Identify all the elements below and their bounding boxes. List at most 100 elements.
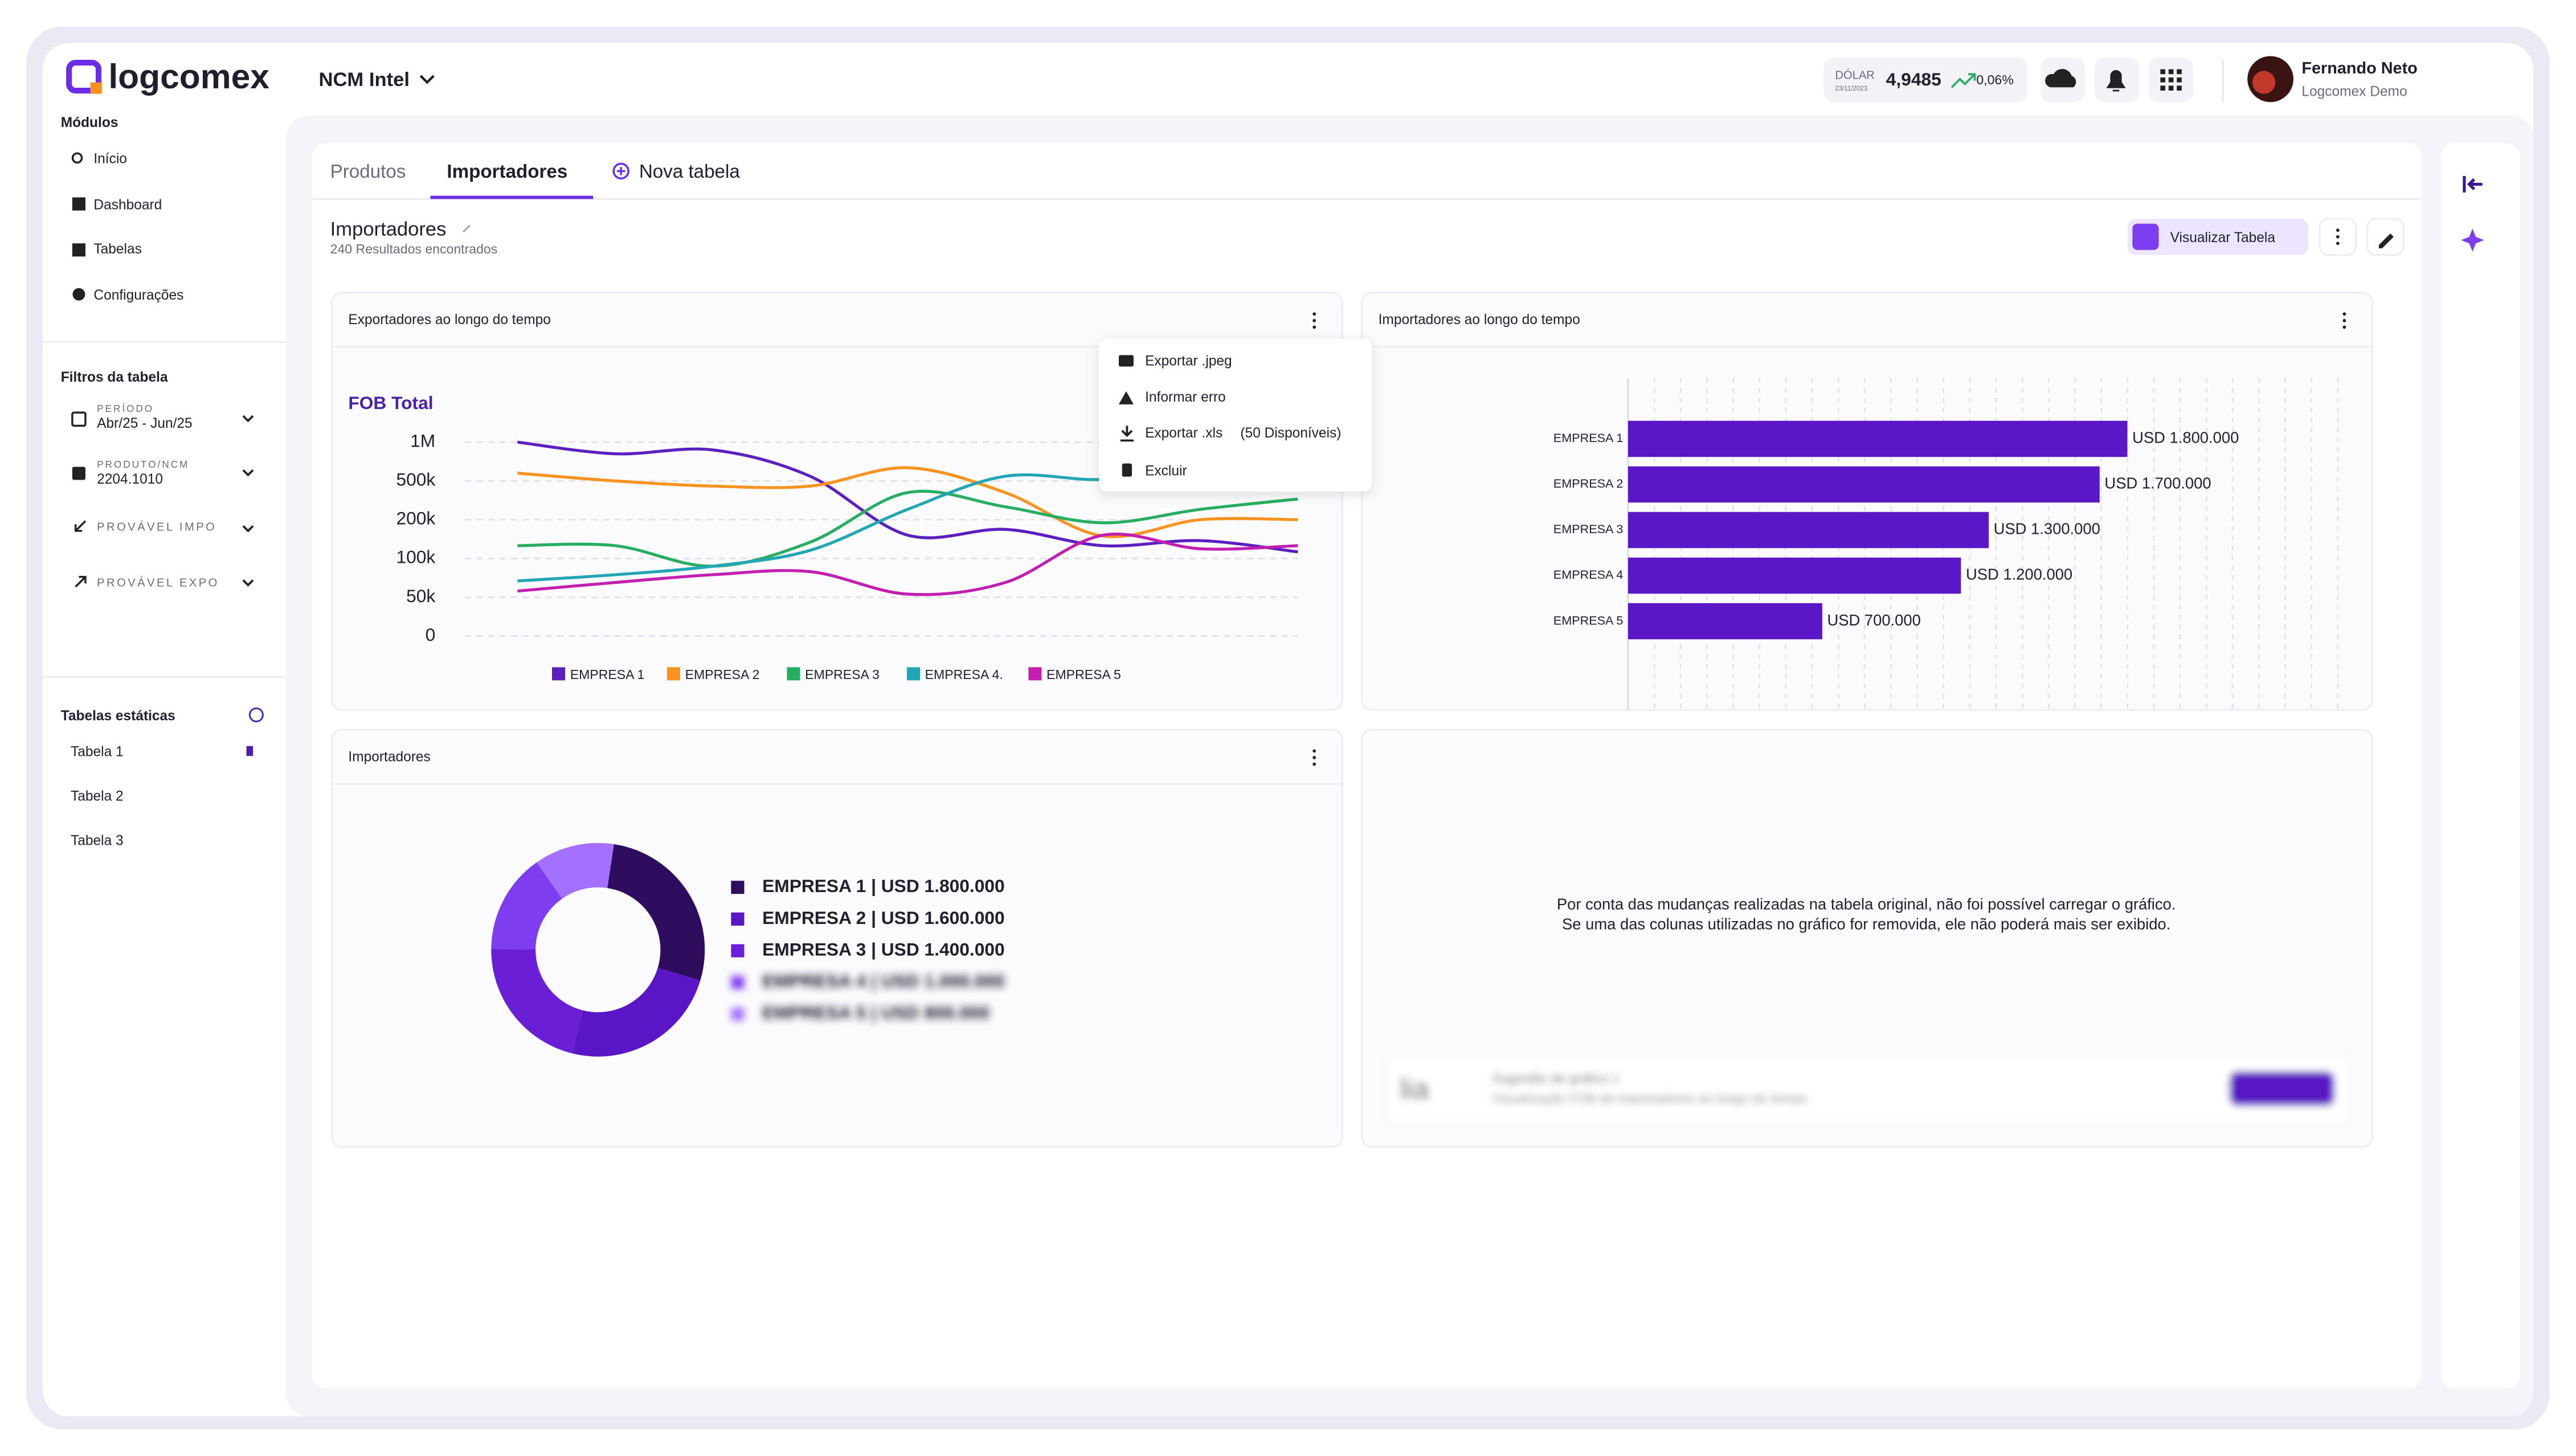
bar — [1628, 420, 2128, 457]
error-message: Por conta das mudanças realizadas na tab… — [1557, 895, 2176, 913]
page-subtitle: 240 Resultados encontrados — [330, 242, 498, 256]
category-label: EMPRESA 4 — [1553, 567, 1624, 582]
suggestion-button[interactable] — [2229, 1071, 2335, 1106]
dollar-date: 23/11/2023 — [1835, 85, 1867, 92]
menu-item[interactable]: Informar erro — [1145, 390, 1226, 405]
static-table[interactable]: Tabela 3 — [71, 833, 124, 848]
bar — [1628, 557, 1961, 594]
suggestion-title: Sugestão de gráfico 1 — [1492, 1071, 1620, 1086]
table-icon — [2132, 223, 2159, 250]
legend-swatch — [731, 976, 745, 989]
search-icon — [71, 152, 83, 164]
legend-label: EMPRESA 3 | USD 1.400.000 — [762, 939, 1005, 959]
value-label: USD 1.200.000 — [1966, 566, 2072, 583]
trend-icon — [1951, 73, 1976, 88]
static-table[interactable]: Tabela 2 — [71, 789, 124, 804]
menu-item[interactable]: Início — [93, 152, 127, 167]
card-menu[interactable] — [2342, 312, 2346, 329]
filter-label[interactable]: PROVÁVEL EXPO — [97, 576, 219, 590]
y-tick-label: 50k — [406, 586, 435, 606]
menu-item[interactable]: Excluir — [1145, 464, 1187, 479]
user-name: Fernando Neto — [2301, 59, 2417, 77]
suggestion-text: Visualização FOB de importadores ao long… — [1492, 1091, 1807, 1106]
collapse-icon[interactable] — [2463, 175, 2483, 193]
filter-label[interactable]: PROVÁVEL IMPO — [97, 520, 216, 533]
sidebar: Módulos Início Dashboard Tabelas Configu… — [42, 115, 286, 848]
context-menu: Exportar .jpeg Informar erro Exportar .x… — [1099, 338, 1372, 492]
y-tick-label: 500k — [396, 469, 435, 490]
trash-icon — [1122, 463, 1132, 477]
user-company: Logcomex Demo — [2301, 84, 2407, 99]
legend-label: EMPRESA 2 — [685, 667, 760, 682]
cloud-icon — [2045, 69, 2076, 88]
static-table[interactable]: Tabela 1 — [71, 745, 124, 760]
chevron[interactable] — [242, 415, 254, 587]
legend-label: EMPRESA 1 — [570, 667, 645, 682]
y-tick-label: 1M — [410, 431, 435, 451]
pen-icon — [2378, 233, 2394, 248]
ai-icon[interactable] — [2461, 228, 2484, 252]
y-tick-label: 200k — [396, 508, 435, 529]
import-icon — [74, 520, 87, 532]
tab-active[interactable]: Importadores — [447, 161, 567, 182]
suggestion-box — [1384, 1052, 2350, 1127]
category-label: EMPRESA 3 — [1553, 522, 1624, 536]
product-selector[interactable]: NCM Intel — [318, 69, 410, 91]
legend-label: EMPRESA 3 — [805, 667, 880, 682]
value-label: USD 700.000 — [1827, 611, 1920, 629]
legend-item: EMPRESA 1 | USD 1.800.000 — [731, 876, 1005, 896]
category-label: EMPRESA 5 — [1553, 613, 1624, 627]
menu-item[interactable]: Tabelas — [93, 242, 141, 257]
card — [1361, 729, 2373, 1148]
filter-value[interactable]: Abr/25 - Jun/25 — [97, 416, 193, 431]
menu-item[interactable]: Exportar .xls — [1145, 426, 1222, 441]
card-title: Exportadores ao longo do tempo — [348, 312, 551, 328]
legend-swatch — [731, 881, 745, 894]
avatar — [2252, 71, 2276, 94]
value-label: USD 1.700.000 — [2104, 475, 2211, 492]
table-icon — [72, 243, 85, 257]
logo-icon — [90, 82, 102, 94]
card-title: Importadores — [348, 749, 430, 764]
delete-icon[interactable] — [246, 746, 253, 756]
menu-item[interactable]: Exportar .jpeg — [1145, 353, 1232, 369]
edit-icon[interactable] — [463, 224, 471, 233]
pie-slice — [537, 842, 614, 899]
series-line — [517, 532, 1298, 596]
value-label: USD 1.800.000 — [2132, 429, 2239, 447]
legend-swatch — [731, 1007, 745, 1021]
tab-new[interactable]: Nova tabela — [639, 161, 741, 182]
card-menu[interactable] — [1312, 312, 1316, 329]
menu-item[interactable]: Dashboard — [93, 197, 162, 212]
export-icon — [75, 575, 87, 588]
filter-value[interactable]: 2204.1010 — [97, 472, 163, 487]
apps-icon — [2160, 69, 2182, 91]
bell-icon — [2106, 69, 2126, 92]
legend-swatch — [906, 667, 920, 681]
menu-item[interactable]: Configurações — [93, 288, 183, 303]
edit-button[interactable] — [2366, 218, 2405, 256]
lia-logo: lia — [1400, 1073, 1429, 1106]
pie-slice — [491, 948, 583, 1054]
legend-item: EMPRESA 3 | USD 1.400.000 — [731, 939, 1005, 959]
section-title: Filtros da tabela — [61, 370, 168, 385]
suggestion: lia Sugestão de gráfico 1 Visualização F… — [1384, 1052, 2350, 1127]
chevron[interactable] — [419, 75, 435, 84]
settings-icon — [72, 288, 85, 301]
card-menu[interactable] — [1312, 749, 1316, 766]
legend-label: EMPRESA 5 — [1046, 667, 1121, 682]
legend-swatch — [787, 667, 800, 681]
legend-label: EMPRESA 1 | USD 1.800.000 — [762, 876, 1005, 896]
bar — [1628, 466, 2100, 503]
tab[interactable]: Produtos — [330, 161, 406, 182]
view-table-button[interactable] — [2127, 218, 2308, 255]
page-title: Importadores — [330, 218, 447, 240]
more-icon — [2336, 228, 2340, 246]
legend-swatch — [731, 944, 745, 958]
legend-item: EMPRESA 2 | USD 1.600.000 — [731, 907, 1005, 928]
legend-label: EMPRESA 4. — [925, 667, 1003, 682]
info-icon[interactable] — [248, 707, 264, 722]
legend-label: EMPRESA 2 | USD 1.600.000 — [762, 907, 1005, 928]
category-label: EMPRESA 2 — [1553, 476, 1624, 490]
